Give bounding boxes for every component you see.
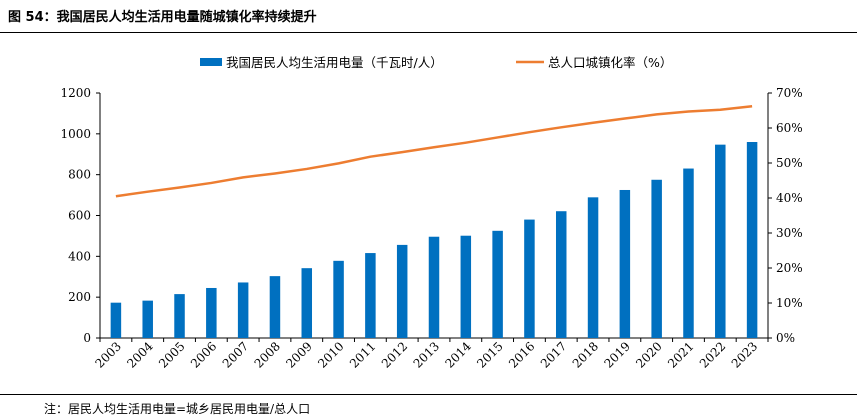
x-tick-label: 2016 — [506, 339, 537, 370]
legend-bar-swatch — [200, 58, 222, 66]
x-tick-label: 2004 — [124, 339, 156, 371]
right-tick-label: 0% — [776, 331, 795, 345]
bar — [683, 168, 694, 338]
left-tick-label: 600 — [68, 209, 91, 223]
bar — [651, 179, 662, 338]
bar — [524, 219, 535, 338]
left-tick-label: 800 — [68, 168, 91, 182]
bar — [555, 211, 567, 338]
bar-series — [110, 142, 758, 338]
x-tick-label: 2013 — [411, 339, 442, 370]
right-tick-label: 30% — [776, 226, 803, 240]
left-tick-label: 200 — [68, 290, 91, 304]
bar — [428, 236, 440, 338]
bar — [396, 244, 408, 338]
bar — [237, 282, 249, 338]
x-tick-label: 2012 — [379, 339, 410, 370]
x-tick-label: 2011 — [347, 339, 378, 370]
bar — [715, 144, 726, 338]
right-tick-label: 40% — [776, 191, 803, 205]
x-tick-label: 2014 — [442, 339, 474, 371]
bar — [333, 260, 344, 338]
bar — [492, 230, 503, 338]
right-tick-label: 50% — [776, 156, 803, 170]
left-tick-label: 1200 — [60, 86, 91, 100]
x-tick-label: 2019 — [601, 339, 632, 370]
right-tick-label: 20% — [776, 261, 803, 275]
right-tick-label: 70% — [776, 86, 803, 100]
left-tick-label: 400 — [68, 249, 91, 263]
bar — [206, 287, 217, 338]
x-tick-label: 2022 — [697, 339, 728, 370]
bar — [619, 189, 631, 338]
x-tick-label: 2009 — [283, 339, 314, 370]
x-tick-label: 2005 — [156, 339, 187, 370]
x-tick-label: 2020 — [633, 339, 664, 370]
bar — [269, 276, 281, 338]
right-tick-label: 60% — [776, 121, 803, 135]
legend-bar-label: 我国居民人均生活用电量（千瓦时/人） — [226, 55, 443, 70]
x-tick-label: 2017 — [538, 339, 569, 370]
legend: 我国居民人均生活用电量（千瓦时/人） 总人口城镇化率（%） — [200, 55, 672, 70]
x-tick-label: 2010 — [315, 339, 346, 370]
x-tick-label: 2003 — [93, 339, 124, 370]
x-tick-label: 2008 — [252, 339, 283, 370]
bar — [365, 253, 376, 338]
x-tick-label: 2007 — [220, 339, 251, 370]
footnote: 注：居民人均生活用电量=城乡居民用电量/总人口 — [44, 402, 311, 416]
bar — [587, 197, 599, 338]
x-tick-label: 2018 — [570, 339, 601, 370]
x-tick-label: 2015 — [474, 339, 505, 370]
bar — [301, 268, 313, 338]
right-tick-label: 10% — [776, 296, 803, 310]
x-tick-label: 2023 — [729, 339, 760, 370]
left-tick-label: 0 — [83, 331, 91, 345]
left-tick-label: 1000 — [60, 127, 91, 141]
bar — [110, 302, 122, 338]
x-tick-label: 2021 — [665, 339, 696, 370]
x-tick-label: 2006 — [188, 339, 219, 370]
bar — [746, 142, 758, 338]
legend-line-label: 总人口城镇化率（%） — [548, 55, 672, 70]
bar — [460, 235, 472, 338]
bar — [142, 300, 153, 338]
title-rule — [0, 32, 857, 33]
note-rule — [0, 394, 857, 395]
line-series — [115, 105, 753, 198]
figure-title: 图 54：我国居民人均生活用电量随城镇化率持续提升 — [8, 10, 317, 25]
bar — [174, 294, 185, 338]
